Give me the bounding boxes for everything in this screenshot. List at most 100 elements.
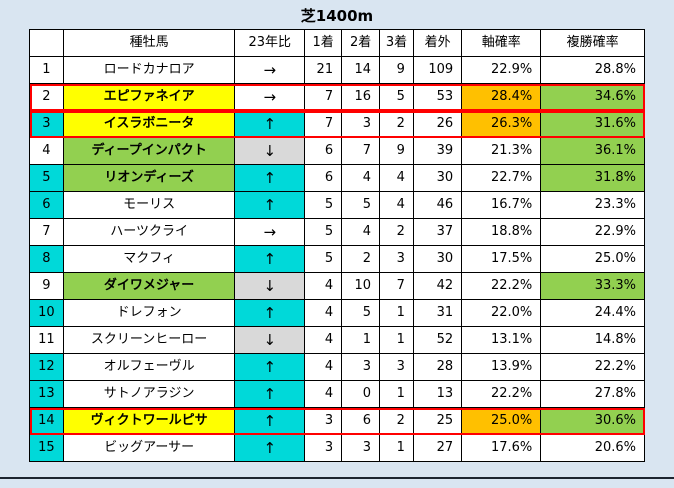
yoy-arrow-cell: → [234,218,306,246]
rank-cell: 13 [29,380,64,408]
second-place-cell: 3 [341,110,381,138]
yoy-arrow-cell: ↑ [234,434,306,462]
header-out: 着外 [412,29,463,57]
rank-cell: 4 [29,137,64,165]
yoy-arrow-cell: → [234,83,306,111]
axis-prob-cell: 22.7% [461,164,542,192]
sire-cell: ディープインパクト [62,137,236,165]
sire-cell: ドレフォン [62,299,236,327]
table-row: 3 イスラボニータ ↑ 7 3 2 26 26.3% 31.6% [29,110,645,138]
place-prob-cell: 31.6% [540,110,645,138]
sire-stats-table: 種牡馬 23年比 1着 2着 3着 着外 軸確率 複勝確率 1 ロードカナロア → 2… [29,29,645,462]
rank-cell: 9 [29,272,64,300]
second-place-cell: 4 [341,218,381,246]
second-place-cell: 6 [341,407,381,435]
out-of-place-cell: 30 [412,164,463,192]
third-place-cell: 9 [379,56,414,84]
yoy-arrow-cell: ↑ [234,353,306,381]
first-place-cell: 21 [304,56,343,84]
place-prob-cell: 30.6% [540,407,645,435]
out-of-place-cell: 25 [412,407,463,435]
yoy-arrow-cell: ↑ [234,407,306,435]
rank-cell: 7 [29,218,64,246]
third-place-cell: 3 [379,245,414,273]
first-place-cell: 3 [304,407,343,435]
sire-cell: ヴィクトワールピサ [62,407,236,435]
header-place: 複勝確率 [540,29,645,57]
second-place-cell: 2 [341,245,381,273]
place-prob-cell: 36.1% [540,137,645,165]
first-place-cell: 4 [304,353,343,381]
sire-cell: リオンディーズ [62,164,236,192]
yoy-arrow-cell: → [234,56,306,84]
out-of-place-cell: 109 [412,56,463,84]
axis-prob-cell: 26.3% [461,110,542,138]
table-row: 1 ロードカナロア → 21 14 9 109 22.9% 28.8% [29,56,645,84]
rank-cell: 1 [29,56,64,84]
yoy-arrow-cell: ↑ [234,245,306,273]
second-place-cell: 10 [341,272,381,300]
rank-cell: 11 [29,326,64,354]
yoy-arrow-cell: ↑ [234,299,306,327]
header-row: 種牡馬 23年比 1着 2着 3着 着外 軸確率 複勝確率 [29,29,645,57]
table-row: 5 リオンディーズ ↑ 6 4 4 30 22.7% 31.8% [29,164,645,192]
place-prob-cell: 20.6% [540,434,645,462]
axis-prob-cell: 22.9% [461,56,542,84]
axis-prob-cell: 13.9% [461,353,542,381]
header-sire: 種牡馬 [62,29,236,57]
table-row: 10 ドレフォン ↑ 4 5 1 31 22.0% 24.4% [29,299,645,327]
table-row: 7 ハーツクライ → 5 4 2 37 18.8% 22.9% [29,218,645,246]
third-place-cell: 5 [379,83,414,111]
first-place-cell: 5 [304,245,343,273]
third-place-cell: 4 [379,164,414,192]
axis-prob-cell: 22.2% [461,272,542,300]
rank-cell: 8 [29,245,64,273]
third-place-cell: 9 [379,137,414,165]
first-place-cell: 4 [304,380,343,408]
place-prob-cell: 23.3% [540,191,645,219]
yoy-arrow-cell: ↑ [234,191,306,219]
second-place-cell: 5 [341,191,381,219]
second-place-cell: 16 [341,83,381,111]
header-rank [29,29,64,57]
out-of-place-cell: 30 [412,245,463,273]
first-place-cell: 7 [304,83,343,111]
third-place-cell: 3 [379,353,414,381]
third-place-cell: 1 [379,326,414,354]
yoy-arrow-cell: ↓ [234,272,306,300]
out-of-place-cell: 52 [412,326,463,354]
second-place-cell: 5 [341,299,381,327]
first-place-cell: 6 [304,164,343,192]
axis-prob-cell: 17.6% [461,434,542,462]
third-place-cell: 2 [379,218,414,246]
third-place-cell: 4 [379,191,414,219]
place-prob-cell: 25.0% [540,245,645,273]
first-place-cell: 4 [304,326,343,354]
sire-cell: モーリス [62,191,236,219]
place-prob-cell: 24.4% [540,299,645,327]
place-prob-cell: 22.2% [540,353,645,381]
table-row: 4 ディープインパクト ↓ 6 7 9 39 21.3% 36.1% [29,137,645,165]
table-row: 8 マクフィ ↑ 5 2 3 30 17.5% 25.0% [29,245,645,273]
axis-prob-cell: 17.5% [461,245,542,273]
second-place-cell: 3 [341,353,381,381]
table-row: 13 サトノアラジン ↑ 4 0 1 13 22.2% 27.8% [29,380,645,408]
out-of-place-cell: 37 [412,218,463,246]
first-place-cell: 4 [304,299,343,327]
third-place-cell: 7 [379,272,414,300]
axis-prob-cell: 25.0% [461,407,542,435]
header-third: 3着 [379,29,414,57]
yoy-arrow-cell: ↑ [234,164,306,192]
place-prob-cell: 22.9% [540,218,645,246]
rank-cell: 3 [29,110,64,138]
bottom-divider [0,477,674,479]
axis-prob-cell: 28.4% [461,83,542,111]
place-prob-cell: 31.8% [540,164,645,192]
out-of-place-cell: 28 [412,353,463,381]
table-header: 種牡馬 23年比 1着 2着 3着 着外 軸確率 複勝確率 [29,29,645,57]
first-place-cell: 4 [304,272,343,300]
sire-cell: ビッグアーサー [62,434,236,462]
sire-cell: マクフィ [62,245,236,273]
header-yoy: 23年比 [234,29,306,57]
second-place-cell: 4 [341,164,381,192]
